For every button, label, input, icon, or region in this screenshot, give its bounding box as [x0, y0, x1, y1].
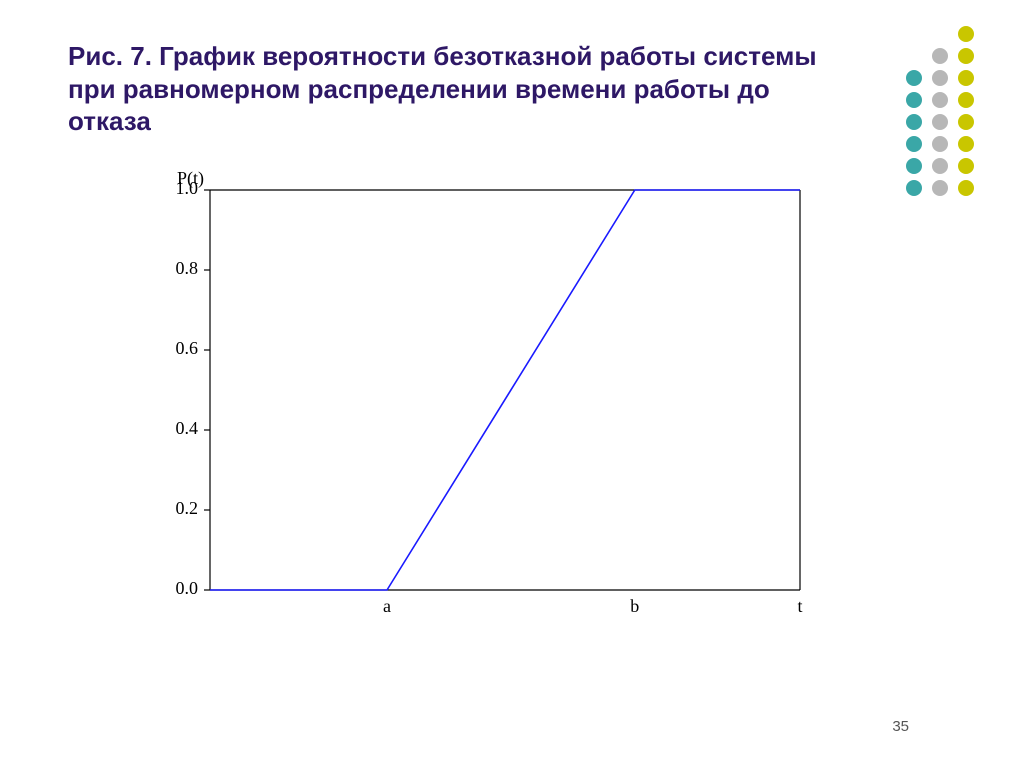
svg-text:0.8: 0.8 — [176, 258, 199, 278]
svg-text:0.6: 0.6 — [176, 338, 199, 358]
svg-text:a: a — [383, 596, 391, 616]
svg-text:P(t): P(t) — [177, 170, 204, 189]
probability-chart: 0.00.20.40.60.81.0P(t)abt — [120, 170, 820, 645]
svg-text:0.2: 0.2 — [176, 498, 199, 518]
slide-title: Рис. 7. График вероятности безотказной р… — [68, 40, 848, 138]
svg-text:0.4: 0.4 — [176, 418, 199, 438]
decor-dots — [904, 20, 1024, 230]
svg-text:t: t — [797, 596, 802, 616]
svg-text:b: b — [630, 596, 639, 616]
svg-text:0.0: 0.0 — [176, 578, 199, 598]
page-number: 35 — [892, 718, 909, 735]
